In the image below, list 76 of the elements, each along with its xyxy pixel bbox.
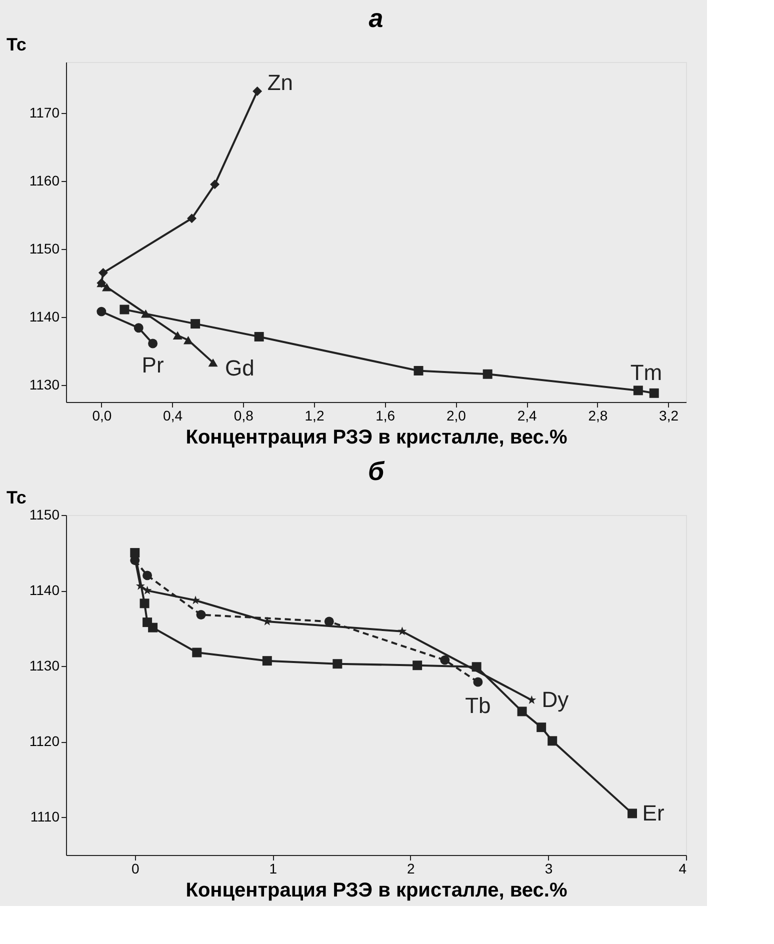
point [633, 386, 643, 396]
point [130, 548, 140, 558]
x-tick-label: 0,8 [234, 408, 254, 424]
point [134, 323, 144, 333]
point [628, 808, 638, 818]
x-tick-label: 0 [131, 860, 140, 876]
x-tick-label: 2,0 [446, 408, 466, 424]
point [210, 180, 220, 190]
y-tick-label: 1110 [30, 808, 60, 825]
x-tick-label: 2,8 [588, 408, 608, 424]
point [172, 331, 182, 340]
x-tick-label: 3 [544, 860, 553, 876]
point [414, 366, 424, 376]
point [517, 706, 527, 716]
x-tick-label: 1,2 [304, 408, 324, 424]
series-label: Dy [542, 687, 569, 712]
point [482, 369, 492, 379]
point [324, 616, 334, 626]
x-tick-label: 0,0 [92, 408, 112, 424]
point [187, 214, 197, 224]
point [412, 660, 422, 670]
y-tick-label: 1150 [29, 240, 60, 256]
point [148, 338, 158, 348]
series-label: Tm [630, 360, 662, 386]
series-label: Pr [142, 352, 164, 378]
point [140, 598, 150, 608]
point [649, 388, 659, 398]
y-axis-title: Тс [6, 488, 26, 508]
point [192, 648, 202, 658]
y-axis-title: Тс [6, 34, 26, 54]
x-tick-label: 2,4 [517, 408, 538, 424]
x-tick-label: 1,6 [376, 408, 396, 424]
x-axis-title: Концентрация РЗЭ в кристалле, вес.% [186, 426, 568, 448]
x-axis-title: Концентрация РЗЭ в кристалле, вес.% [186, 880, 568, 902]
point [527, 695, 536, 704]
x-tick-label: 0,4 [163, 408, 183, 424]
y-tick-label: 1160 [29, 172, 60, 188]
point [208, 358, 218, 367]
x-tick-label: 1 [269, 860, 278, 876]
y-tick-label: 1150 [29, 506, 60, 522]
point [262, 656, 272, 666]
point [190, 319, 200, 329]
y-tick-label: 1140 [29, 582, 60, 598]
series-label: Er [642, 800, 664, 826]
y-tick-label: 1170 [29, 104, 60, 120]
y-tick-label: 1130 [29, 658, 60, 674]
point [254, 332, 264, 342]
point [102, 282, 112, 292]
series-label: Zn [267, 70, 293, 96]
series-label: Tb [465, 692, 491, 718]
point [191, 596, 200, 604]
point [98, 268, 108, 278]
x-tick-label: 2 [407, 860, 416, 876]
point [440, 655, 450, 665]
y-tick-label: 1130 [29, 376, 60, 392]
y-tick-label: 1140 [29, 308, 60, 324]
point [148, 622, 158, 632]
point [142, 570, 152, 580]
y-tick-label: 1120 [29, 733, 60, 750]
point [398, 626, 407, 636]
point [332, 659, 342, 669]
point [536, 722, 546, 732]
point [183, 336, 193, 344]
chart-title: а [368, 3, 384, 33]
point [120, 304, 130, 314]
series-label: Gd [225, 356, 254, 381]
chart-title: б [368, 456, 385, 486]
x-tick-label: 3,2 [659, 408, 679, 424]
point [252, 86, 262, 96]
point [472, 662, 482, 672]
point [196, 610, 206, 620]
x-tick-label: 4 [678, 860, 687, 876]
point [142, 586, 152, 594]
point [473, 677, 483, 687]
point [548, 736, 558, 746]
point [96, 306, 106, 316]
